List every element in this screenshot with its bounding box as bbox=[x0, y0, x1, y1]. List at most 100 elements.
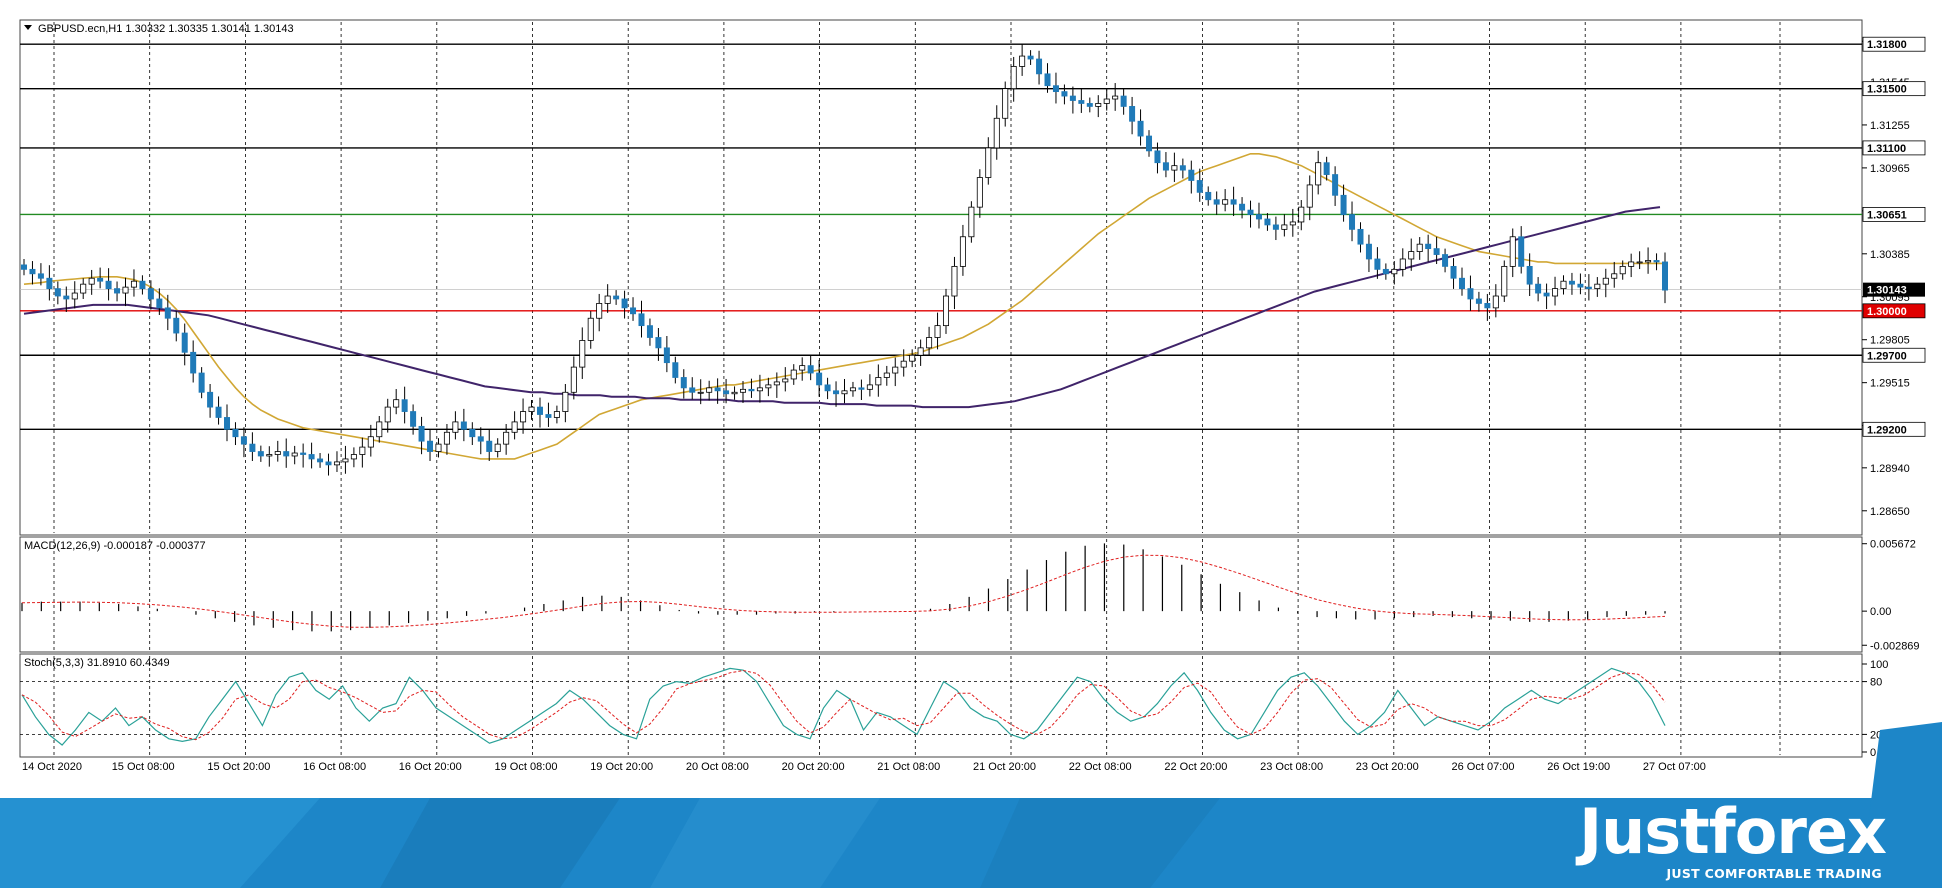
y-tick-label: 1.29805 bbox=[1870, 335, 1910, 347]
candle-bull bbox=[959, 236, 966, 267]
menu-triangle-icon[interactable] bbox=[24, 25, 32, 30]
candle-bull bbox=[570, 366, 577, 393]
current-price-box bbox=[1863, 282, 1925, 297]
candle-bull bbox=[1492, 295, 1499, 309]
candle-bear bbox=[308, 454, 315, 460]
candle-bear bbox=[748, 388, 755, 392]
candle-bull bbox=[1112, 95, 1119, 100]
stoch-tick-label: 0 bbox=[1870, 747, 1876, 759]
candle-bear bbox=[858, 387, 865, 390]
brand-logo[interactable]: Justforex bbox=[1579, 795, 1887, 868]
x-tick-label: 26 Oct 19:00 bbox=[1547, 761, 1610, 773]
candle-bull bbox=[951, 265, 958, 297]
candle-bull bbox=[1002, 88, 1009, 119]
candle-bull bbox=[1552, 288, 1559, 297]
candle-bull bbox=[917, 347, 924, 356]
candle-bull bbox=[266, 454, 273, 457]
candle-bear bbox=[97, 277, 104, 282]
candle-bear bbox=[1484, 303, 1491, 309]
candle-bear bbox=[156, 298, 163, 309]
level-price-label: 1.31500 bbox=[1867, 84, 1907, 96]
candle-bear bbox=[410, 411, 417, 427]
candle-bear bbox=[613, 295, 620, 300]
candle-bear bbox=[1027, 55, 1034, 60]
candle-bear bbox=[224, 417, 231, 430]
stoch-label: Stoch(5,3,3) 31.8910 60.4349 bbox=[24, 657, 170, 669]
candle-bull bbox=[782, 378, 789, 383]
x-tick-label: 21 Oct 08:00 bbox=[877, 761, 940, 773]
x-tick-label: 20 Oct 08:00 bbox=[686, 761, 749, 773]
level-price-label: 1.30000 bbox=[1867, 306, 1907, 318]
candle-bear bbox=[181, 332, 188, 353]
candle-bear bbox=[317, 458, 324, 463]
candle-bear bbox=[207, 391, 214, 408]
candle-bull bbox=[756, 387, 763, 392]
candle-bull bbox=[511, 421, 518, 433]
candle-bear bbox=[1069, 95, 1076, 101]
candle-bear bbox=[1247, 209, 1254, 215]
y-tick-label: 1.28650 bbox=[1870, 506, 1910, 518]
candle-bear bbox=[1475, 298, 1482, 304]
macd-tick-label: -0.002869 bbox=[1870, 640, 1920, 652]
candle-bear bbox=[1230, 199, 1237, 205]
level-price-box bbox=[1862, 303, 1926, 319]
x-tick-label: 14 Oct 2020 bbox=[22, 761, 82, 773]
candle-bear bbox=[833, 390, 840, 395]
x-tick-label: 23 Oct 20:00 bbox=[1356, 761, 1419, 773]
level-price-label: 1.30651 bbox=[1867, 209, 1907, 221]
candle-bear bbox=[536, 406, 543, 415]
candle-bear bbox=[1382, 268, 1389, 275]
candle-bull bbox=[697, 391, 704, 394]
candle-bull bbox=[80, 283, 87, 294]
level-price-label: 1.31100 bbox=[1867, 143, 1906, 155]
candle-bear bbox=[1036, 58, 1043, 75]
candle-bull bbox=[1645, 260, 1652, 263]
candle-bear bbox=[283, 451, 290, 457]
candle-bull bbox=[88, 277, 95, 285]
candle-bear bbox=[1213, 199, 1220, 205]
x-tick-label: 16 Oct 08:00 bbox=[303, 761, 366, 773]
candle-bear bbox=[1433, 248, 1440, 255]
candle-bull bbox=[1628, 261, 1635, 267]
candle-bear bbox=[139, 280, 146, 290]
x-tick-label: 15 Oct 20:00 bbox=[207, 761, 270, 773]
candle-bull bbox=[604, 295, 611, 304]
candle-bull bbox=[359, 446, 366, 455]
candle-bull bbox=[1298, 206, 1305, 223]
x-tick-label: 22 Oct 08:00 bbox=[1069, 761, 1132, 773]
candle-bear bbox=[1365, 243, 1372, 260]
candle-bull bbox=[384, 406, 391, 423]
x-tick-label: 19 Oct 08:00 bbox=[495, 761, 558, 773]
candle-bear bbox=[1154, 150, 1161, 164]
candle-bull bbox=[943, 295, 950, 327]
candle-bull bbox=[968, 206, 975, 238]
candle-bull bbox=[900, 360, 907, 368]
candle-bear bbox=[249, 443, 256, 452]
candle-bull bbox=[1416, 243, 1423, 252]
candle-bull bbox=[1171, 165, 1178, 171]
candle-bear bbox=[232, 428, 239, 438]
candle-bull bbox=[1560, 280, 1567, 290]
candle-bear bbox=[824, 384, 831, 392]
candle-bear bbox=[54, 288, 61, 297]
candle-bear bbox=[300, 452, 307, 455]
level-price-label: 1.29700 bbox=[1867, 350, 1907, 362]
y-tick-label: 1.28940 bbox=[1870, 463, 1910, 475]
candle-bear bbox=[689, 387, 696, 393]
candle-bear bbox=[1442, 254, 1449, 267]
level-price-box bbox=[1862, 207, 1926, 222]
candle-bear bbox=[680, 377, 687, 389]
current-price-label: 1.30143 bbox=[1867, 285, 1907, 297]
candle-bear bbox=[257, 451, 264, 457]
candle-bear bbox=[1179, 165, 1186, 171]
candle-bear bbox=[1205, 191, 1212, 201]
candle-bear bbox=[545, 414, 552, 418]
level-price-box bbox=[1862, 81, 1926, 97]
candle-bear bbox=[1255, 214, 1262, 220]
candle-bull bbox=[579, 340, 586, 368]
candle-bull bbox=[1602, 277, 1609, 285]
horizontal-levels bbox=[20, 43, 1862, 431]
candle-bull bbox=[1636, 261, 1643, 264]
